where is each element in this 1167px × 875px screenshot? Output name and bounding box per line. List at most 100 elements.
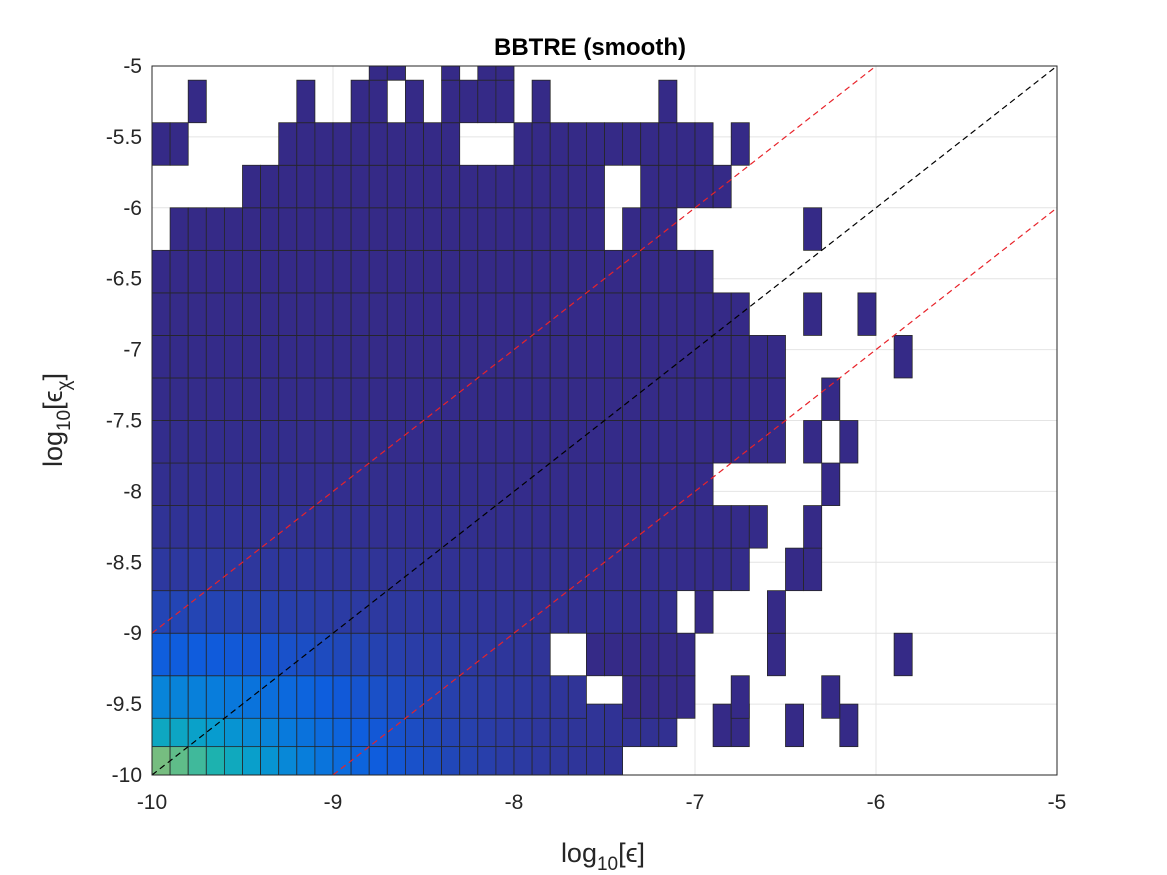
heatmap-cell bbox=[567, 675, 587, 719]
heatmap-cell bbox=[658, 292, 678, 336]
heatmap-cell bbox=[350, 377, 370, 421]
heatmap-cell bbox=[296, 675, 316, 719]
heatmap-cell bbox=[169, 462, 189, 506]
heatmap-cell bbox=[622, 207, 642, 251]
heatmap-cell bbox=[604, 420, 624, 464]
heatmap-cell bbox=[187, 420, 207, 464]
heatmap-cell bbox=[459, 590, 479, 634]
heatmap-cell bbox=[586, 590, 605, 634]
heatmap-cell bbox=[151, 547, 171, 592]
reference-line bbox=[151, 65, 1058, 776]
heatmap-cell bbox=[187, 462, 207, 506]
heatmap-cell bbox=[187, 632, 207, 677]
heatmap-cell bbox=[586, 632, 605, 677]
heatmap-cell bbox=[513, 292, 533, 336]
heatmap-cell bbox=[676, 122, 696, 166]
heatmap-cell bbox=[586, 207, 605, 251]
heatmap-cell bbox=[676, 547, 696, 592]
heatmap-cell bbox=[803, 420, 823, 464]
y-axis-label-arg-open: [ϵ bbox=[38, 390, 68, 409]
heatmap-cell bbox=[169, 675, 189, 719]
heatmap-cell bbox=[604, 292, 624, 336]
heatmap-cell bbox=[441, 249, 461, 294]
heatmap-cell bbox=[622, 249, 642, 294]
heatmap-cell bbox=[314, 632, 334, 677]
heatmap-cell bbox=[748, 335, 768, 379]
x-axis-label-base: log bbox=[561, 838, 597, 868]
x-tick-label: -8 bbox=[505, 791, 524, 814]
heatmap-cell bbox=[640, 292, 660, 336]
heatmap-cell bbox=[567, 547, 587, 592]
heatmap-cell bbox=[658, 590, 678, 634]
heatmap-cell bbox=[260, 164, 280, 209]
heatmap-cell bbox=[296, 249, 316, 294]
heatmap-cell bbox=[423, 505, 443, 549]
heatmap-cell bbox=[169, 335, 189, 379]
heatmap-cell bbox=[368, 249, 388, 294]
heatmap-cell bbox=[423, 164, 443, 209]
heatmap-cell bbox=[169, 505, 189, 549]
heatmap-cell bbox=[278, 249, 298, 294]
heatmap-cell bbox=[567, 462, 587, 506]
y-tick-label: -5 bbox=[123, 55, 142, 78]
heatmap-cell bbox=[676, 462, 696, 506]
heatmap-cell bbox=[314, 590, 334, 634]
heatmap-cell bbox=[404, 632, 424, 677]
heatmap-cell bbox=[187, 249, 207, 294]
heatmap-cell bbox=[495, 249, 515, 294]
heatmap-cell bbox=[314, 207, 334, 251]
heatmap-cell bbox=[278, 547, 298, 592]
heatmap-cell bbox=[604, 505, 624, 549]
heatmap-cell bbox=[386, 462, 406, 506]
x-tick-label: -10 bbox=[137, 791, 167, 814]
heatmap-cell bbox=[513, 207, 533, 251]
heatmap-cell bbox=[477, 79, 497, 124]
heatmap-cell bbox=[477, 590, 497, 634]
heatmap-cell bbox=[622, 122, 642, 166]
heatmap-cell bbox=[260, 590, 280, 634]
reference-line bbox=[151, 65, 877, 634]
heatmap-cell bbox=[604, 632, 624, 677]
heatmap-cell bbox=[622, 420, 642, 464]
heatmap-cell bbox=[694, 420, 714, 464]
heatmap-cell bbox=[423, 547, 443, 592]
heatmap-cell bbox=[441, 462, 461, 506]
heatmap-cell bbox=[622, 590, 642, 634]
heatmap-cell bbox=[350, 79, 370, 124]
heatmap-cell bbox=[604, 703, 624, 748]
heatmap-cell bbox=[549, 547, 569, 592]
heatmap-cell bbox=[368, 505, 388, 549]
heatmap-cell bbox=[260, 547, 280, 592]
heatmap-cell bbox=[242, 505, 262, 549]
heatmap-cell bbox=[368, 547, 388, 592]
heatmap-cell bbox=[223, 462, 243, 506]
heatmap-cell bbox=[205, 377, 225, 421]
heatmap-cell bbox=[423, 420, 443, 464]
heatmap-cell bbox=[549, 462, 569, 506]
heatmap-cell bbox=[586, 292, 605, 336]
heatmap-cell bbox=[622, 292, 642, 336]
heatmap-cell bbox=[640, 122, 660, 166]
heatmap-cell bbox=[785, 703, 805, 748]
reference-lines bbox=[151, 65, 1058, 776]
heatmap-cell bbox=[223, 207, 243, 251]
heatmap-cell bbox=[640, 164, 660, 209]
heatmap-cell bbox=[586, 335, 605, 379]
heatmap-cell bbox=[586, 505, 605, 549]
heatmap-cell bbox=[350, 122, 370, 166]
heatmap-cell bbox=[260, 632, 280, 677]
heatmap-cell bbox=[350, 164, 370, 209]
heatmap-cell bbox=[296, 207, 316, 251]
heatmap-cell bbox=[368, 377, 388, 421]
heatmap-cell bbox=[586, 377, 605, 421]
heatmap-cell bbox=[260, 292, 280, 336]
heatmap-cell bbox=[513, 547, 533, 592]
heatmap-cell bbox=[495, 462, 515, 506]
heatmap-cell bbox=[242, 292, 262, 336]
heatmap-cell bbox=[459, 420, 479, 464]
heatmap-cell bbox=[640, 462, 660, 506]
heatmap-cell bbox=[658, 547, 678, 592]
heatmap-cell bbox=[495, 632, 515, 677]
heatmap-cell bbox=[278, 122, 298, 166]
heatmap-cell bbox=[368, 675, 388, 719]
